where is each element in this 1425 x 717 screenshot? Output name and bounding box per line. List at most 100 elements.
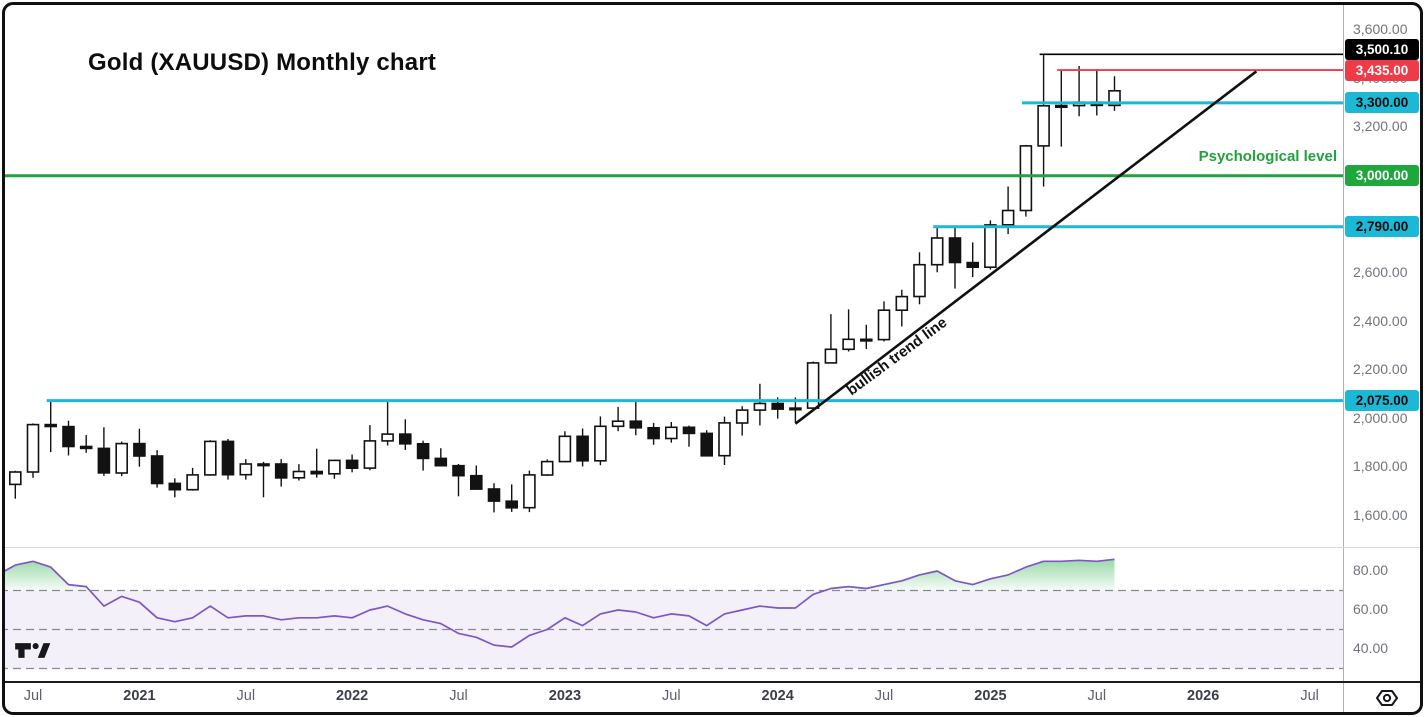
time-label: 2021: [123, 688, 156, 704]
candle: [664, 422, 678, 443]
candle: [115, 441, 128, 477]
candle: [576, 428, 589, 467]
candle: [735, 406, 749, 436]
tradingview-logo-icon[interactable]: [14, 640, 52, 661]
price-badge: 3,300.00: [1345, 92, 1419, 114]
rsi-line: [3, 558, 1115, 648]
candle: [221, 439, 235, 480]
price-tick: 2,200.00: [1353, 361, 1408, 378]
price-tick: 3,600.00: [1353, 21, 1408, 37]
candle: [1108, 76, 1121, 111]
candle: [505, 484, 519, 512]
candle: [44, 400, 58, 453]
candle: [204, 440, 217, 476]
candle: [523, 470, 536, 513]
candle: [487, 483, 501, 513]
candle: [328, 459, 341, 479]
candle: [558, 431, 572, 463]
candle: [274, 459, 288, 487]
price-tick: 2,000.00: [1353, 409, 1408, 426]
price-axis[interactable]: 3,600.003,400.003,200.002,800.002,600.00…: [1344, 3, 1422, 714]
candle: [540, 459, 554, 476]
time-label: Jul: [1300, 688, 1319, 704]
candle: [594, 416, 607, 466]
candle: [416, 440, 430, 471]
candle: [26, 423, 40, 478]
candle: [700, 430, 714, 457]
time-label: 2022: [335, 688, 369, 704]
candle: [824, 314, 838, 364]
rsi-tick: 60.00: [1353, 601, 1389, 617]
rsi-tick: 80.00: [1353, 562, 1389, 578]
candle: [398, 419, 412, 450]
psychological-level-label: Psychological level: [1198, 148, 1337, 165]
settings-gear-icon[interactable]: [1375, 687, 1399, 709]
pane-separator: [3, 547, 1422, 548]
candle: [239, 459, 253, 480]
candle: [452, 464, 465, 497]
candle: [877, 301, 891, 342]
candle: [1019, 144, 1033, 217]
time-label: 2023: [548, 688, 582, 704]
price-badge: 2,790.00: [1345, 216, 1419, 238]
candle: [79, 435, 93, 453]
candle: [966, 242, 980, 278]
time-label: 2025: [974, 688, 1007, 704]
candle: [363, 425, 377, 471]
price-badge: 2,075.00: [1345, 390, 1419, 412]
candle: [381, 401, 394, 446]
candle: [97, 427, 111, 476]
candle: [133, 428, 146, 467]
time-label: Jul: [1087, 688, 1107, 704]
candle: [1037, 54, 1050, 187]
candle: [469, 465, 483, 490]
chart-area: Gold (XAUUSD) Monthly chart Psychologica…: [3, 3, 1422, 714]
price-tick: 2,400.00: [1353, 312, 1408, 329]
candle: [186, 467, 199, 491]
candle: [345, 454, 359, 473]
candle: [948, 226, 962, 289]
candle: [1090, 69, 1104, 116]
time-label: 2024: [761, 688, 794, 704]
price-tick: 3,200.00: [1353, 118, 1408, 135]
candle: [1055, 70, 1068, 147]
trend-line[interactable]: [794, 70, 1258, 425]
time-axis-separator: [3, 681, 1422, 683]
rsi-tick: 40.00: [1353, 640, 1389, 656]
price-badge: 3,000.00: [1345, 165, 1419, 187]
candle: [984, 220, 997, 270]
candle: [913, 252, 926, 305]
axis-separator-vertical: [1343, 3, 1344, 714]
candle: [753, 383, 767, 426]
time-label: Jul: [662, 688, 681, 704]
candle: [806, 361, 820, 410]
candle: [842, 309, 855, 352]
candle: [150, 450, 164, 488]
time-label: Jul: [236, 688, 256, 704]
rsi-band: [3, 590, 1343, 669]
time-label: 2026: [1187, 688, 1220, 704]
chart-canvas[interactable]: [3, 3, 1343, 681]
candle: [895, 289, 909, 327]
candle: [257, 461, 270, 498]
candle: [930, 226, 944, 273]
time-axis[interactable]: Jul 2021 Jul 2022 Jul 2023 Jul 2024 Jul 2025 Jul 20…: [3, 682, 1343, 712]
rsi-overbought-fill: [3, 559, 1115, 591]
candle: [292, 464, 306, 481]
time-label: Jul: [874, 688, 894, 704]
candle: [859, 324, 873, 350]
price-badge: 3,500.10: [1345, 38, 1419, 60]
price-tick: 1,600.00: [1353, 507, 1408, 523]
candle: [62, 420, 75, 456]
time-label: Jul: [449, 688, 468, 704]
candle: [718, 416, 731, 465]
candle: [1072, 66, 1086, 117]
candle: [682, 425, 696, 447]
price-tick: 1,800.00: [1353, 458, 1408, 475]
candle: [611, 406, 625, 432]
price-tick: 2,600.00: [1353, 264, 1408, 280]
candle: [310, 448, 324, 478]
chart-title: Gold (XAUUSD) Monthly chart: [88, 49, 437, 76]
candle: [434, 448, 448, 467]
time-label: Jul: [23, 688, 43, 704]
